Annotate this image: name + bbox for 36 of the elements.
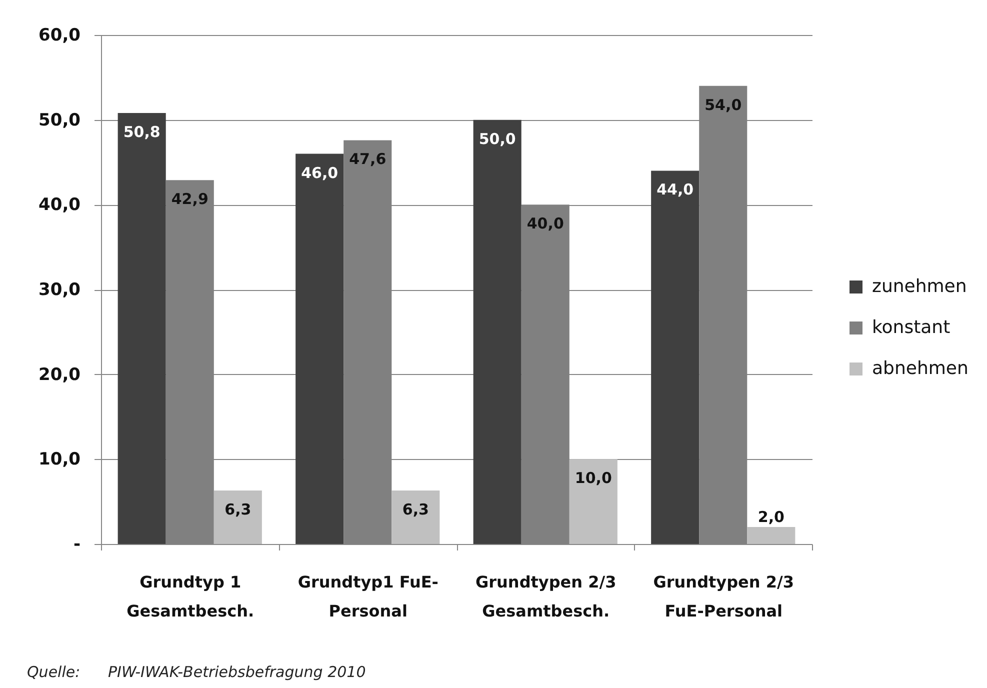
data-label: 6,3 xyxy=(224,500,252,519)
y-tick-label: 20,0 xyxy=(38,364,81,385)
data-label: 54,0 xyxy=(704,96,742,114)
data-label: 40,0 xyxy=(526,214,564,233)
data-label: 50,8 xyxy=(123,123,160,142)
y-tick-label: - xyxy=(73,534,80,554)
legend-label: abnehmen xyxy=(872,358,968,379)
bar xyxy=(118,113,166,544)
data-label: 42,9 xyxy=(171,190,208,208)
data-label: 44,0 xyxy=(656,180,694,199)
bar xyxy=(473,120,522,544)
y-tick-label: 60,0 xyxy=(38,26,81,46)
data-label: 46,0 xyxy=(301,164,338,182)
y-tick-label: 10,0 xyxy=(38,450,81,470)
legend-label: konstant xyxy=(872,317,950,338)
data-label: 2,0 xyxy=(758,508,784,526)
text: PIW-IWAK-Betriebsbefragung 2010 xyxy=(108,663,366,681)
x-tick-label: Grundtyp1 FuE- Personal xyxy=(298,572,438,620)
y-tick-label: 30,0 xyxy=(38,280,81,300)
x-tick-label: Grundtypen 2/3 FuE-Personal xyxy=(653,572,794,620)
bar xyxy=(296,154,344,544)
y-tick-label: 40,0 xyxy=(38,195,81,216)
legend-label: zunehmen xyxy=(872,276,967,297)
data-label: 10,0 xyxy=(574,469,612,488)
x-tick-label: Grundtypen 2/3 Gesamtbesch. xyxy=(476,572,616,620)
data-label: 47,6 xyxy=(349,150,386,168)
y-tick-label: 50,0 xyxy=(38,110,81,130)
bar xyxy=(214,490,262,544)
source-note: Quelle: xyxy=(27,663,80,681)
bar xyxy=(747,527,796,544)
data-label: 6,3 xyxy=(402,500,429,519)
bar xyxy=(569,459,618,544)
bar xyxy=(651,170,700,544)
bar xyxy=(392,490,440,544)
data-label: 50,0 xyxy=(478,130,516,148)
x-tick-label: Grundtyp 1 Gesamtbesch. xyxy=(126,572,254,620)
